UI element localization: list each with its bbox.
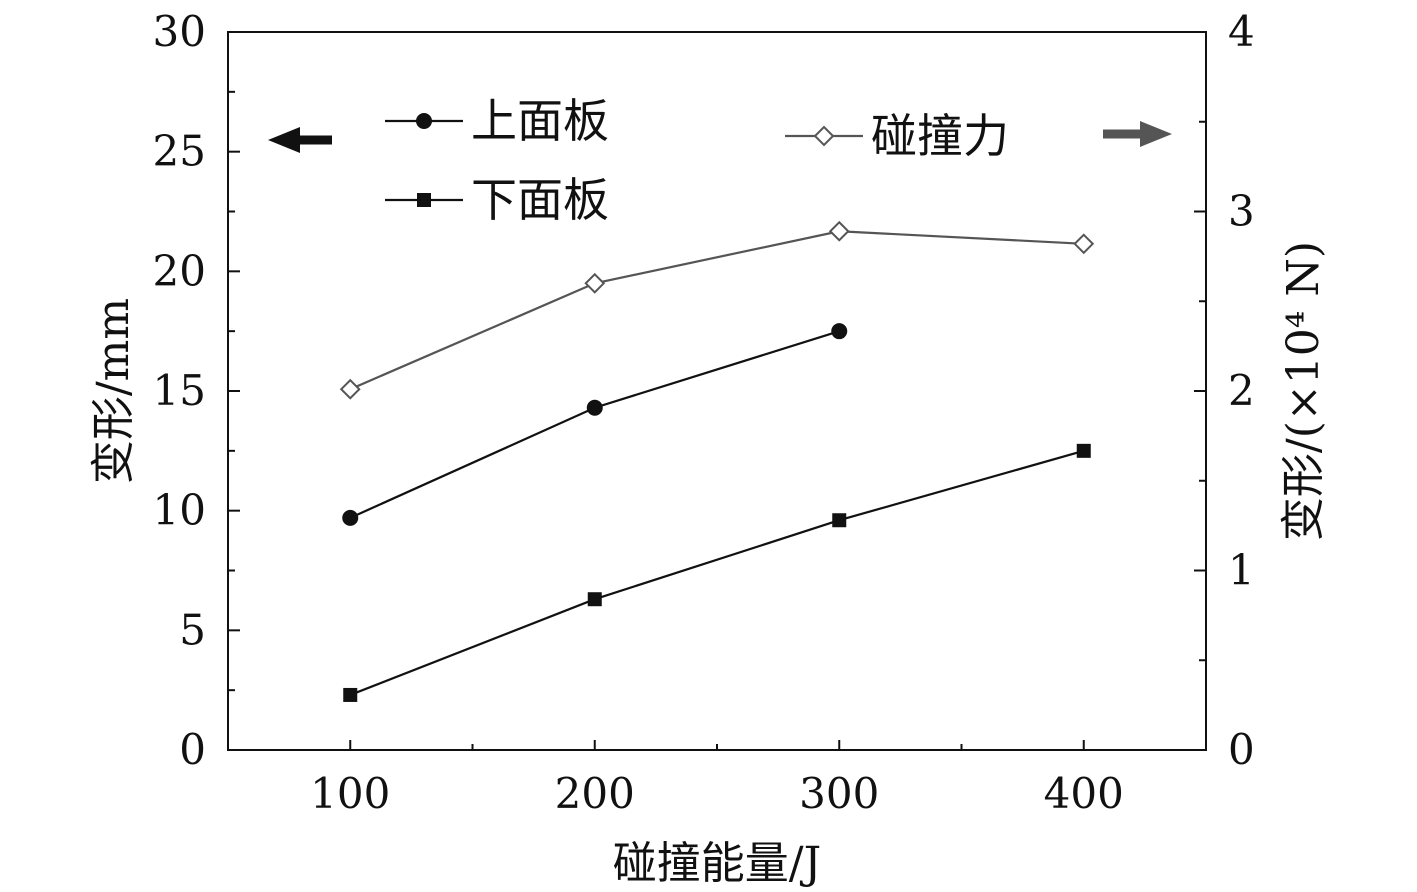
plot-frame: [227, 31, 1207, 751]
left-axis-arrowhead: [268, 127, 300, 153]
right-y-axis-title: 变形/(×10⁴ N): [1278, 241, 1329, 541]
data-point: [1076, 443, 1091, 458]
data-point: [832, 513, 847, 528]
right-y-tick-label: 3: [1228, 187, 1255, 236]
series-line: [349, 449, 1085, 696]
x-tick-label: 100: [310, 769, 390, 818]
legend-item: 下面板: [385, 173, 609, 227]
legend-item: 上面板: [385, 94, 609, 148]
data-point: [1073, 233, 1095, 255]
series-2: [339, 220, 1095, 400]
left-y-axis-title: 变形/mm: [88, 298, 139, 484]
x-tick-label: 300: [799, 769, 879, 818]
right-y-tick-label: 2: [1228, 366, 1255, 415]
data-point: [584, 272, 606, 294]
right-y-tick-label: 4: [1228, 7, 1255, 56]
right-axis-arrowhead: [1140, 121, 1172, 147]
legend-marker: [813, 125, 835, 147]
left-y-tick-label: 5: [179, 605, 206, 654]
data-point: [586, 399, 603, 416]
series-1: [343, 443, 1091, 702]
legend-label: 碰撞力: [871, 109, 1009, 163]
data-point: [342, 509, 359, 526]
right-y-tick-label: 0: [1228, 725, 1255, 774]
x-axis-title: 碰撞能量/J: [613, 838, 821, 889]
data-point: [587, 592, 602, 607]
right-y-tick-label: 1: [1228, 546, 1255, 595]
series-line: [349, 330, 840, 519]
legend-item: 碰撞力: [785, 109, 1009, 163]
legend-marker: [416, 113, 432, 129]
data-point: [828, 220, 850, 242]
left-y-tick-label: 10: [153, 486, 206, 535]
series-line: [349, 230, 1084, 391]
left-y-tick-label: 30: [153, 7, 206, 56]
data-point: [831, 323, 848, 340]
legend-label: 下面板: [471, 173, 609, 227]
left-y-tick-label: 25: [153, 127, 206, 176]
left-y-tick-label: 20: [153, 246, 206, 295]
x-tick-label: 200: [555, 769, 635, 818]
legend-marker: [417, 193, 431, 207]
left-y-tick-label: 0: [179, 725, 206, 774]
legend-label: 上面板: [471, 94, 609, 148]
series-0: [342, 323, 848, 526]
data-point: [343, 687, 358, 702]
series-layer: [339, 220, 1095, 702]
x-tick-label: 400: [1044, 769, 1124, 818]
data-point: [339, 378, 361, 400]
left-y-tick-label: 15: [153, 366, 206, 415]
